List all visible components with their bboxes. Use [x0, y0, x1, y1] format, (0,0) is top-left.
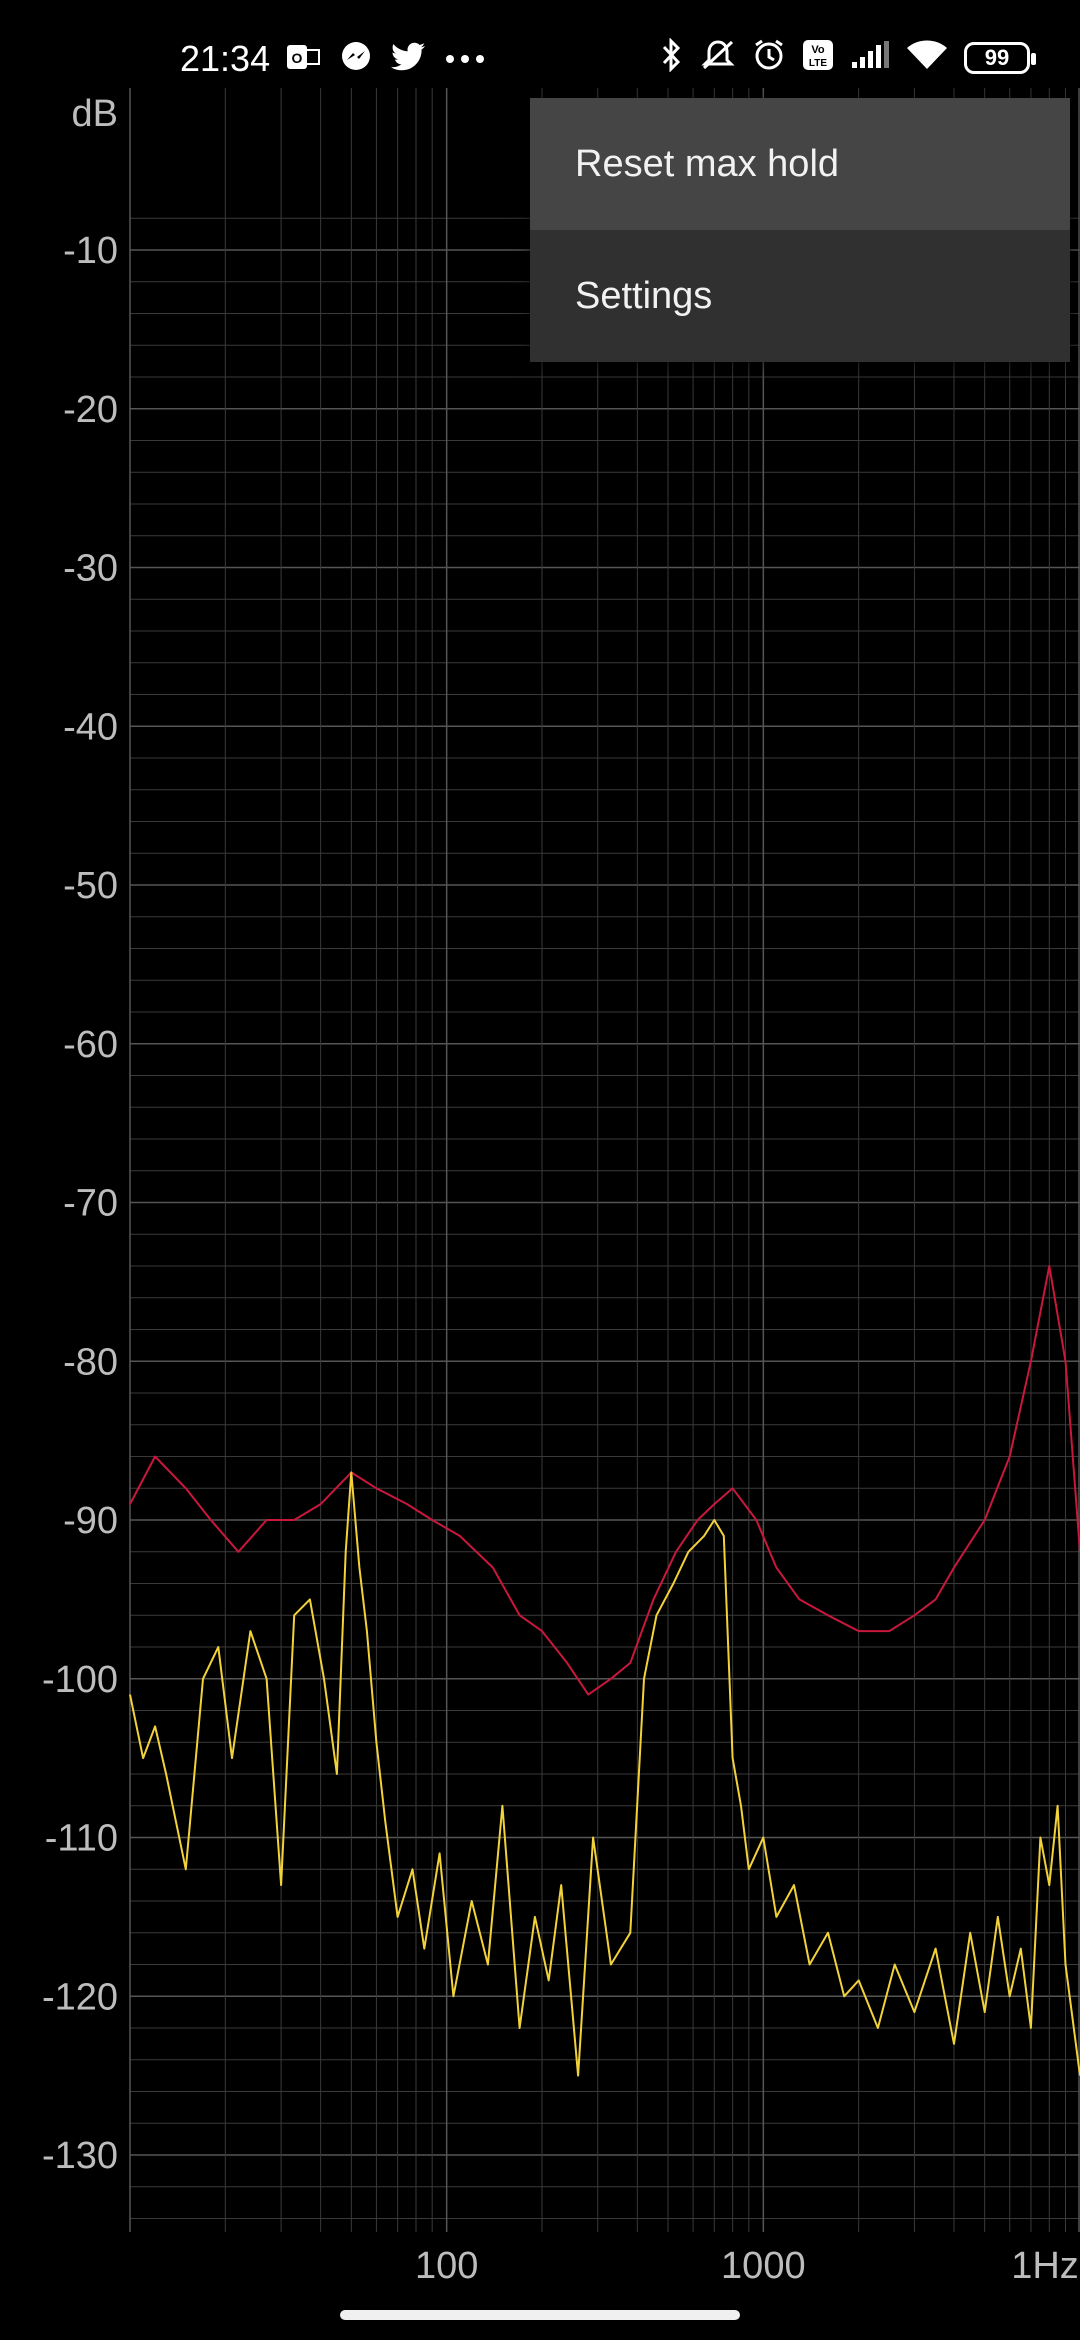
y-tick-label: -40 — [63, 706, 118, 748]
chart-grid — [129, 88, 1080, 2232]
series-max_hold — [129, 1265, 1080, 1696]
series-live — [129, 1471, 1080, 2077]
signal-icon — [850, 40, 890, 75]
messenger-icon — [339, 40, 373, 79]
battery-icon: 99 — [964, 41, 1036, 74]
twitter-icon — [391, 42, 427, 77]
y-tick-label: -70 — [63, 1183, 118, 1225]
y-tick-label: -60 — [63, 1024, 118, 1066]
alarm-icon — [752, 38, 786, 77]
home-indicator[interactable] — [340, 2310, 740, 2320]
settings-menu-item[interactable]: Settings — [575, 274, 713, 317]
overflow-menu: Reset max hold Settings — [530, 98, 1070, 362]
volte-icon: Vo LTE — [802, 39, 834, 76]
chart-series — [129, 1265, 1080, 2077]
notification-icons: O — [285, 40, 485, 79]
system-icons: Vo LTE 99 — [660, 37, 1036, 77]
x-axis-ticks: 100 1000 1Hz — [415, 2245, 1079, 2287]
muted-bell-icon — [700, 38, 736, 77]
bluetooth-icon — [660, 37, 684, 77]
y-tick-label: -30 — [63, 548, 118, 590]
y-axis-label: dB — [72, 93, 118, 135]
y-tick-label: -130 — [42, 2135, 118, 2177]
y-axis-ticks: -10 -20 -30 -40 -50 -60 -70 -80 -90 -100 -110 -120 -… — [42, 230, 118, 2177]
status-bar: 21:34 O Vo LTE 99 — [0, 0, 1080, 110]
y-tick-label: -50 — [63, 865, 118, 907]
more-dots-icon — [445, 51, 485, 69]
outlook-icon: O — [285, 42, 321, 77]
y-tick-label: -80 — [63, 1341, 118, 1383]
y-tick-label: -110 — [45, 1818, 118, 1860]
x-tick-label: 1000 — [721, 2245, 806, 2287]
x-tick-label: 100 — [415, 2245, 478, 2287]
status-time: 21:34 — [180, 38, 271, 79]
reset-max-hold-menu-item[interactable]: Reset max hold — [530, 98, 1070, 230]
y-tick-label: -120 — [42, 1976, 118, 2018]
y-tick-label: -10 — [63, 230, 118, 272]
y-tick-label: -20 — [63, 389, 118, 431]
svg-text:LTE: LTE — [809, 58, 827, 69]
y-tick-label: -90 — [63, 1500, 118, 1542]
x-tick-label: 1Hz — [1011, 2245, 1079, 2287]
wifi-icon — [906, 39, 948, 76]
svg-text:O: O — [292, 50, 303, 66]
svg-text:Vo: Vo — [811, 44, 825, 56]
y-tick-label: -100 — [42, 1659, 118, 1701]
